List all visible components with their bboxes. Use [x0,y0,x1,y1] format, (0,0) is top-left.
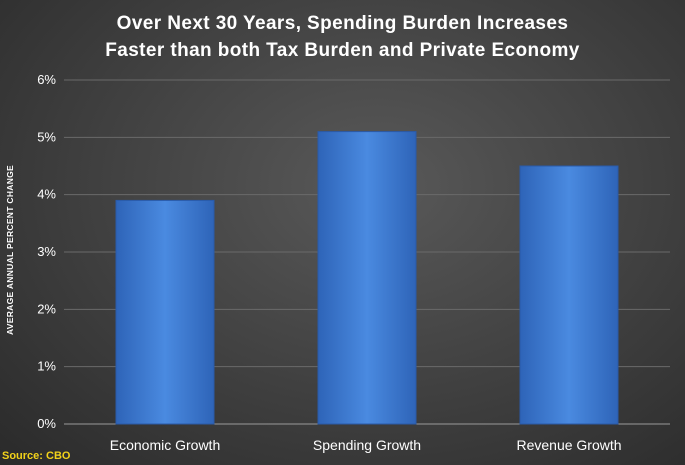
x-tick-label-1: Spending Growth [313,437,421,453]
x-tick-label-0: Economic Growth [110,437,220,453]
chart-title-line-1: Over Next 30 Years, Spending Burden Incr… [116,13,569,34]
bar-spending-growth [317,131,417,425]
bar-economic-growth [115,199,215,425]
source-note: Source: CBO [2,450,71,462]
y-tick-label-6: 6% [37,72,56,87]
bar-revenue-growth [519,165,619,425]
y-tick-label-3: 3% [37,244,56,259]
y-tick-label-2: 2% [37,301,56,316]
chart-title-line-2: Faster than both Tax Burden and Private … [105,40,580,61]
chart-title: Over Next 30 Years, Spending Burden Incr… [0,10,685,64]
y-tick-label-5: 5% [37,129,56,144]
x-tick-label-2: Revenue Growth [516,437,621,453]
y-tick-label-4: 4% [37,187,56,202]
y-tick-label-1: 1% [37,359,56,374]
y-tick-labels: 0% 1% 2% 3% 4% 5% 6% [37,72,56,431]
y-tick-label-0: 0% [37,416,56,431]
bars [115,131,619,425]
x-tick-labels: Economic Growth Spending Growth Revenue Gr… [110,437,622,453]
